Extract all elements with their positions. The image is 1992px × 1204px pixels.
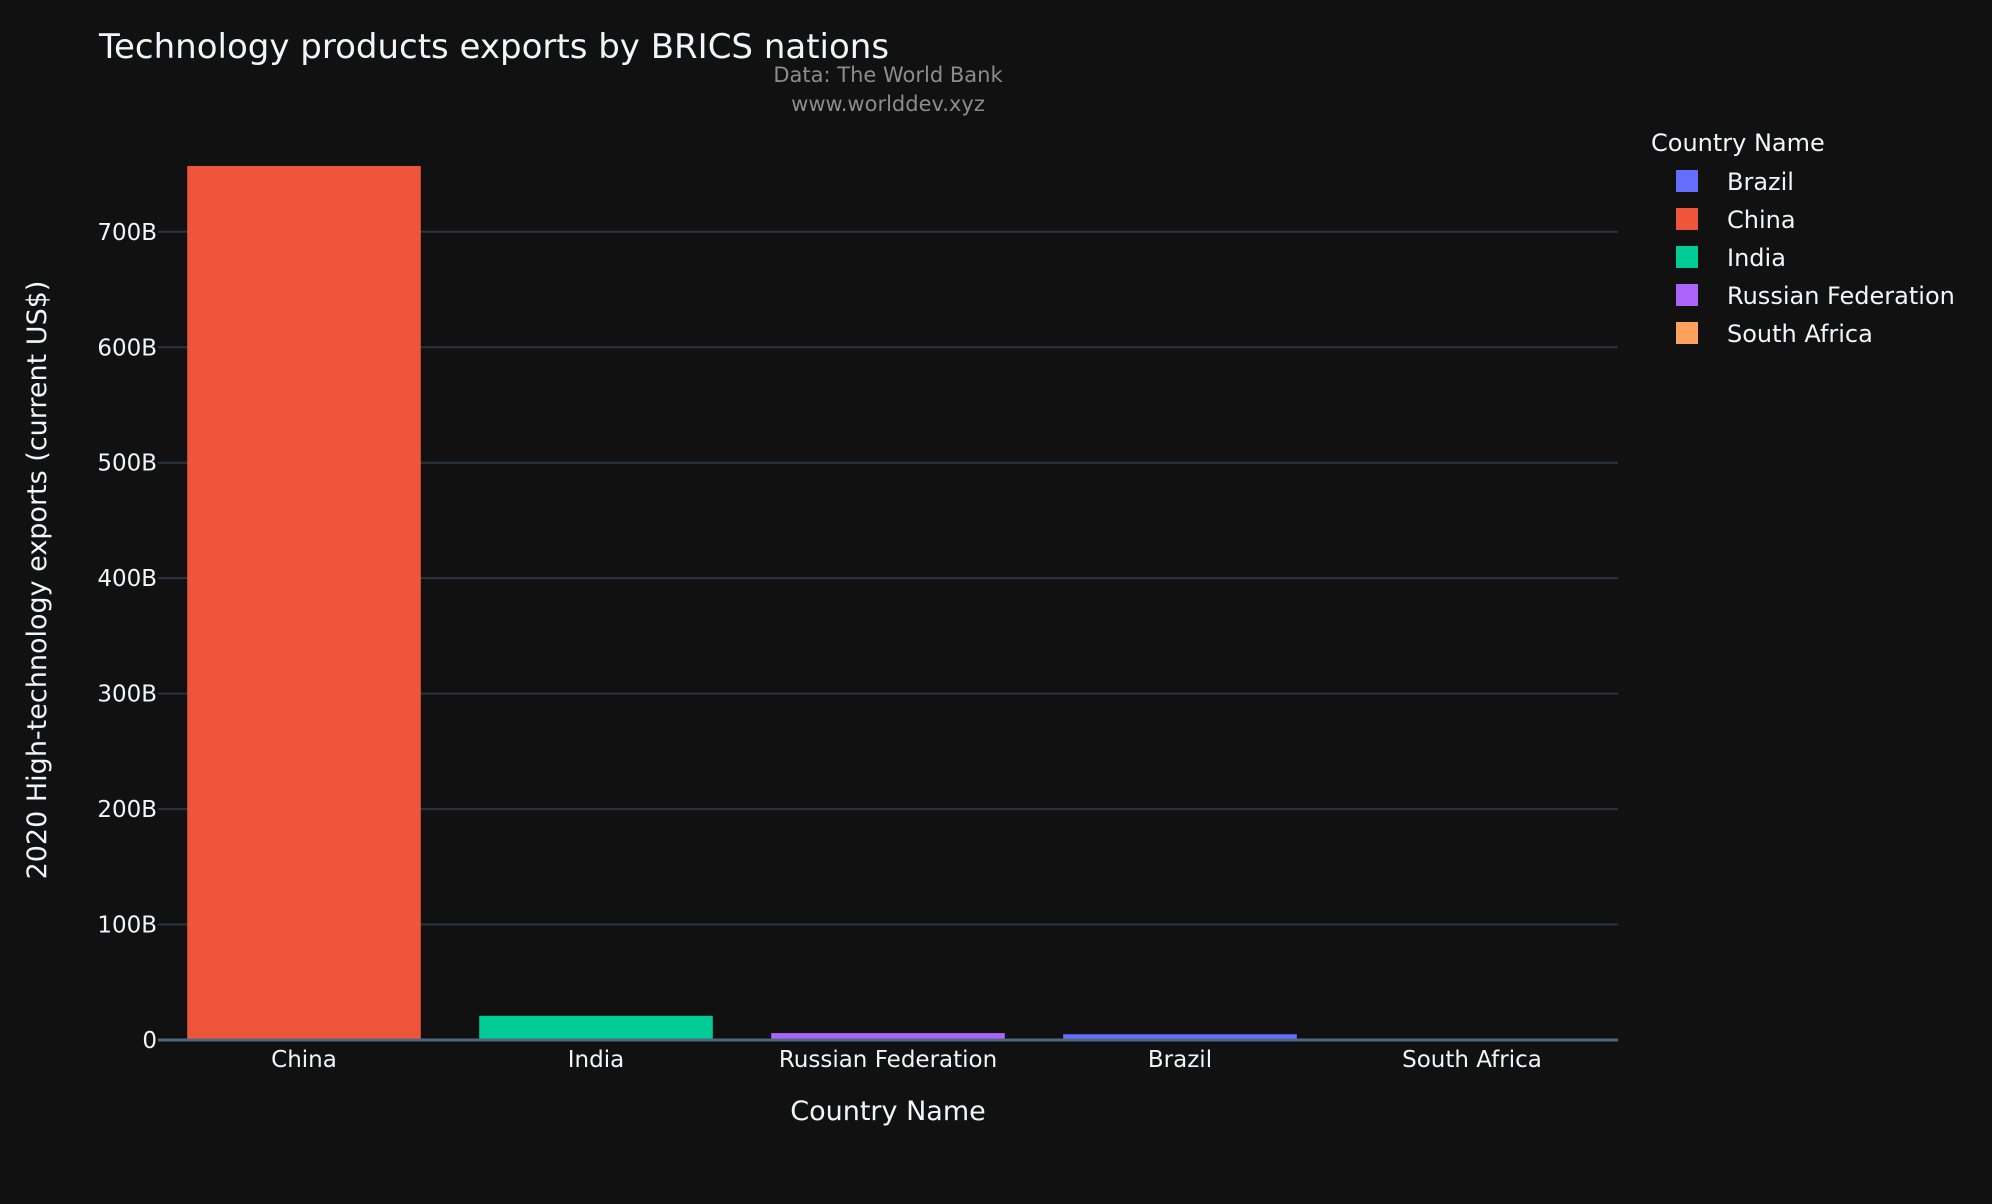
legend-label: China — [1727, 206, 1796, 234]
x-tick-label: Brazil — [1148, 1047, 1212, 1073]
legend-label: Brazil — [1727, 168, 1794, 196]
legend-item-brazil[interactable]: Brazil — [1676, 168, 1794, 196]
chart-title: Technology products exports by BRICS nat… — [98, 27, 889, 67]
legend-item-china[interactable]: China — [1676, 206, 1796, 234]
legend-swatch — [1676, 246, 1698, 268]
legend-swatch — [1676, 284, 1698, 306]
bar-russian-federation[interactable] — [771, 1033, 1005, 1040]
x-tick-labels: China India Russian Federation Brazil South … — [271, 1047, 1542, 1073]
legend: Country Name Brazil China India Russian Fed… — [1651, 129, 1955, 348]
legend-item-south-africa[interactable]: South Africa — [1676, 320, 1873, 348]
y-axis-title: 2020 High-technology exports (current US… — [22, 281, 53, 880]
bar-brazil[interactable] — [1063, 1034, 1297, 1040]
legend-swatch — [1676, 322, 1698, 344]
legend-swatch — [1676, 208, 1698, 230]
x-tick-label: South Africa — [1402, 1047, 1542, 1073]
legend-swatch — [1676, 170, 1698, 192]
legend-label: India — [1727, 244, 1786, 272]
legend-items: Brazil China India Russian Federation South … — [1676, 168, 1955, 348]
y-tick-label: 700B — [97, 220, 157, 246]
x-axis-title: Country Name — [790, 1096, 986, 1127]
y-tick-label: 200B — [97, 797, 157, 823]
y-tick-label: 100B — [97, 913, 157, 939]
x-tick-label: Russian Federation — [779, 1047, 997, 1073]
y-tick-label: 0 — [142, 1028, 157, 1054]
y-tick-label: 400B — [97, 566, 157, 592]
legend-title: Country Name — [1651, 129, 1825, 157]
y-tick-label: 300B — [97, 682, 157, 708]
legend-item-india[interactable]: India — [1676, 244, 1786, 272]
legend-label: Russian Federation — [1727, 282, 1955, 310]
y-tick-label: 600B — [97, 335, 157, 361]
bar-china[interactable] — [187, 166, 421, 1040]
source-annotation: Data: The World Bank — [773, 63, 1003, 87]
legend-label: South Africa — [1727, 320, 1873, 348]
y-tick-label: 500B — [97, 451, 157, 477]
bar-india[interactable] — [479, 1015, 713, 1040]
x-tick-label: China — [271, 1047, 337, 1073]
legend-item-russian-federation[interactable]: Russian Federation — [1676, 282, 1955, 310]
url-annotation: www.worlddev.xyz — [791, 92, 985, 116]
y-tick-labels: 0 100B 200B 300B 400B 500B 600B 700B — [97, 220, 157, 1054]
bars — [187, 166, 1589, 1040]
x-tick-label: India — [568, 1047, 624, 1073]
